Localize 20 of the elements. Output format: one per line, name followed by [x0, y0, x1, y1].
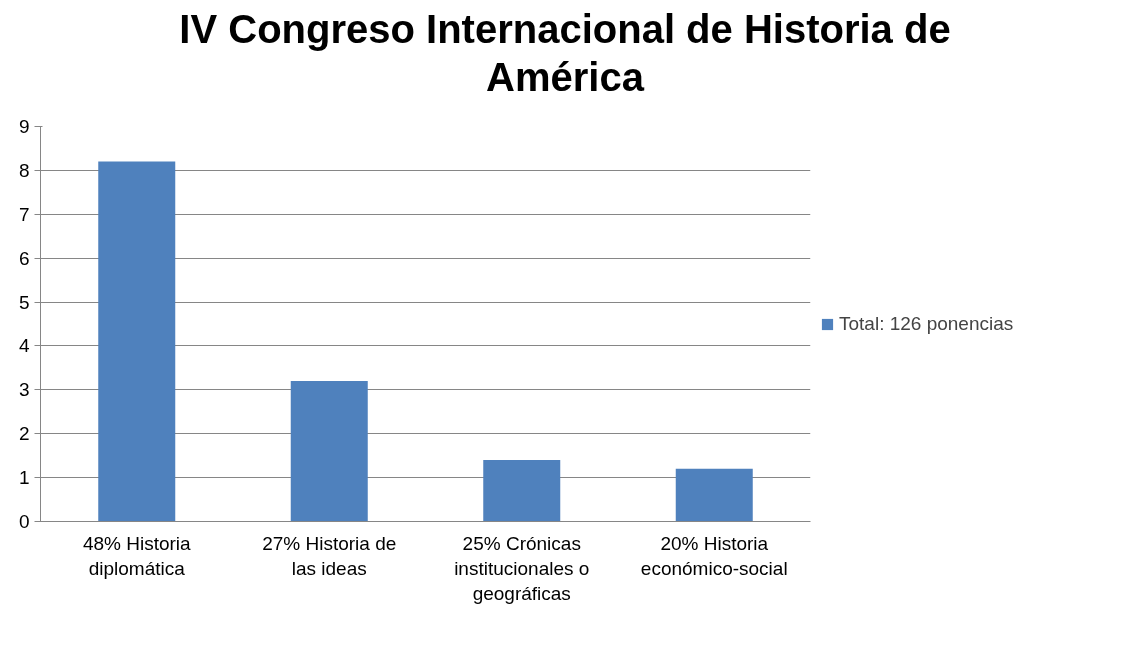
y-tick-label: 4	[18, 335, 30, 357]
bar	[98, 161, 176, 522]
y-tick-label: 9	[18, 116, 30, 137]
y-tick-label: 1	[18, 467, 30, 489]
legend-label: Total: 126 ponencias	[839, 312, 1014, 335]
y-tick-label: 3	[18, 379, 30, 401]
y-tick-label: 7	[18, 203, 30, 225]
y-tick-label: 6	[18, 247, 30, 269]
bar	[483, 460, 561, 522]
x-tick-label: 27% Historia de las ideas	[262, 532, 397, 579]
y-tick-label: 8	[18, 159, 30, 181]
y-tick-label: 2	[18, 423, 30, 445]
x-tick-label: 25% Crónicas institucionales o geográficas	[454, 532, 590, 604]
y-tick-label: 5	[18, 291, 30, 313]
bar	[290, 381, 368, 522]
chart-title: IV Congreso Internacional de Historia de América	[179, 6, 951, 101]
x-tick-label: 48% Historia diplomática	[82, 532, 192, 579]
y-tick-label: 0	[18, 511, 30, 532]
x-tick-label: 20% Historia económico-social	[640, 532, 788, 579]
bar	[675, 468, 753, 522]
